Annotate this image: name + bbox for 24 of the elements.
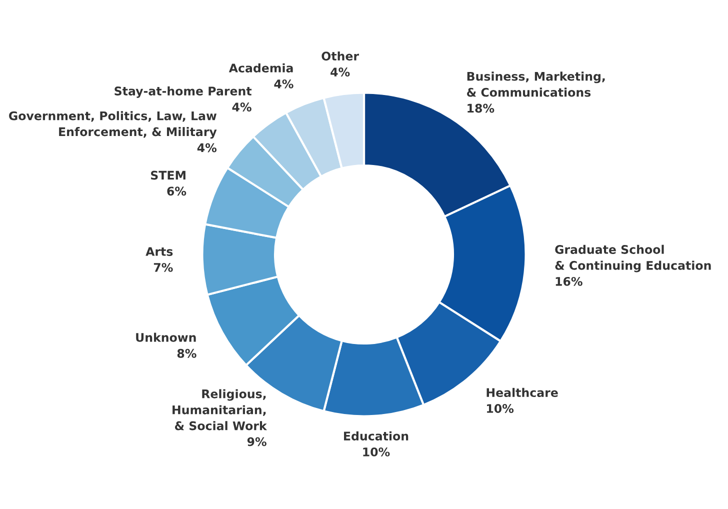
slice-label: Stay-at-home Parent bbox=[114, 86, 252, 98]
slice-label: Academia bbox=[228, 63, 293, 72]
data-label: 8% bbox=[177, 348, 196, 358]
data-label: 7% bbox=[154, 262, 173, 272]
data-label: 16% bbox=[556, 276, 582, 286]
slice-label: Government, Politics, Law, Law Enforcement, & Military bbox=[9, 111, 217, 139]
data-label: 4% bbox=[232, 102, 252, 112]
slice-label: Graduate School & Continuing Education bbox=[555, 244, 711, 272]
data-label: 4% bbox=[330, 68, 350, 76]
slice-label: Other bbox=[322, 51, 359, 61]
data-label: 4% bbox=[274, 79, 294, 88]
slice-label: Education bbox=[344, 431, 408, 440]
slice-label: Religious, Humanitarian, & Social Work bbox=[172, 389, 268, 430]
data-label: 18% bbox=[468, 104, 494, 113]
slice-label: Arts bbox=[146, 247, 173, 256]
data-label: 4% bbox=[197, 143, 217, 152]
data-label: 6% bbox=[167, 186, 186, 196]
slice-label: Unknown bbox=[136, 332, 196, 342]
slice-label: STEM bbox=[150, 170, 186, 180]
slice-label: Business, Marketing, & Communications bbox=[466, 72, 605, 97]
slice-label: Healthcare bbox=[486, 388, 558, 398]
data-label: 10% bbox=[363, 447, 390, 456]
data-label: 10% bbox=[487, 404, 514, 413]
data-label: 9% bbox=[247, 437, 266, 446]
